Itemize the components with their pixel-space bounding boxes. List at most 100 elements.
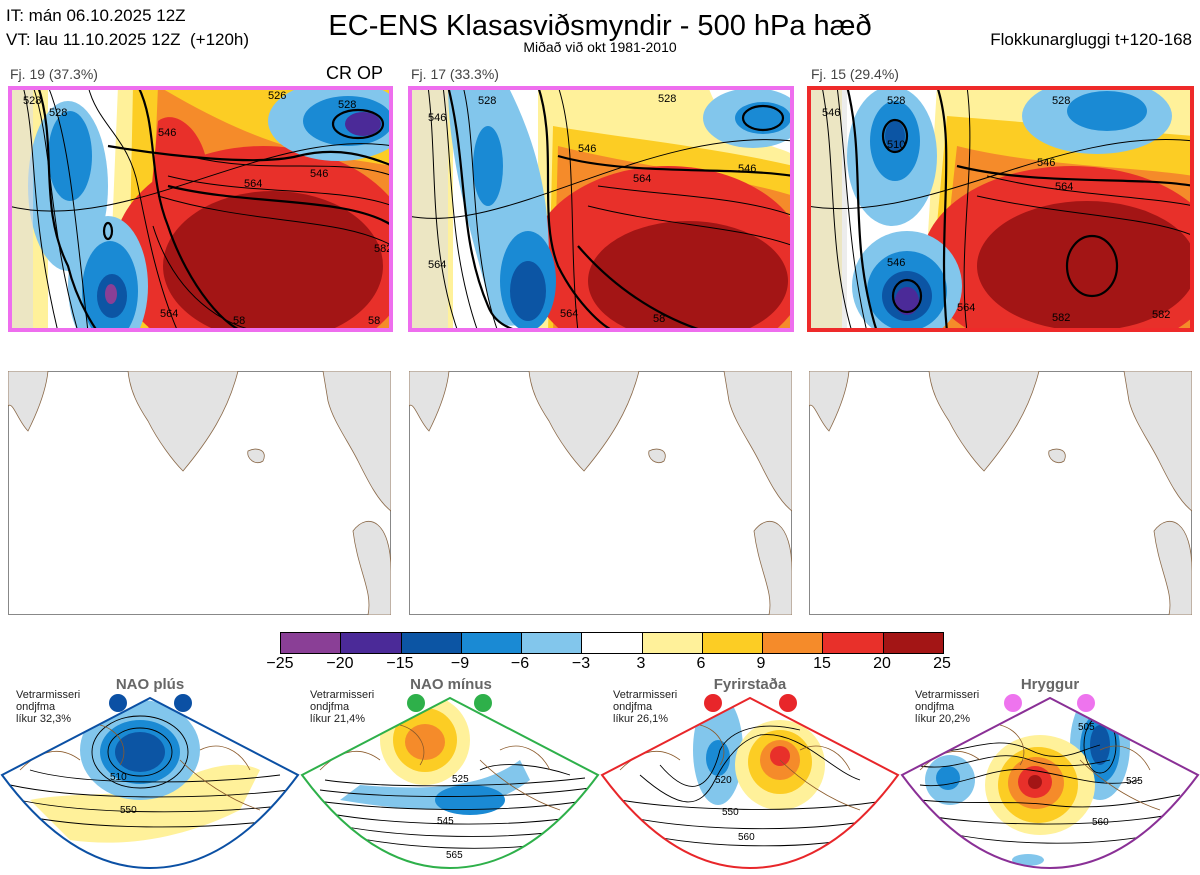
contour-label: 546	[887, 257, 905, 269]
cluster-1-frame	[8, 86, 393, 332]
regime-3-dot-1	[704, 694, 722, 712]
valid-time: VT: lau 11.10.2025 12Z (+120h)	[6, 30, 250, 49]
contour-label: 545	[437, 816, 454, 827]
blank-map-1	[7, 370, 392, 620]
regime-3-frame	[600, 696, 900, 870]
cluster-3-label: Fj. 15 (29.4%)	[811, 66, 899, 82]
colorbar-swatch	[882, 633, 943, 653]
cluster-3-map: 546 528 528 510 546 564 546 564 582 582	[807, 86, 1194, 332]
regime-1-title: NAO plús	[115, 676, 185, 693]
colorbar-swatch	[822, 633, 883, 653]
regime-1-frame	[0, 696, 300, 870]
regime-4-dot-2	[1077, 694, 1095, 712]
contour-label: 528	[887, 95, 905, 107]
colorbar-tick: −3	[571, 655, 591, 672]
cluster-2-map: 546 528 528 546 564 564 546 564 58	[408, 86, 794, 332]
regime-2-dot-2	[474, 694, 492, 712]
colorbar-swatch	[340, 633, 401, 653]
contour-label: 582	[1052, 312, 1070, 324]
cluster-1-op-label: CR OP	[326, 63, 384, 83]
colorbar-tick: 3	[636, 655, 646, 672]
colorbar-tick: 9	[756, 655, 766, 672]
colorbar-tick: 6	[696, 655, 706, 672]
contour-label: 528	[23, 95, 41, 107]
contour-label: 58	[653, 313, 665, 325]
colorbar-tick: −25	[266, 655, 294, 672]
regime-1-dot-1	[109, 694, 127, 712]
contour-label: 546	[158, 127, 176, 139]
colorbar-swatch	[641, 633, 702, 653]
contour-label: 564	[428, 259, 446, 271]
contour-label: 546	[578, 143, 596, 155]
contour-label: 564	[1055, 181, 1073, 193]
contour-label: 520	[715, 775, 732, 786]
contour-label: 58	[233, 315, 245, 327]
regime-4-caption: Vetrarmisseri ondjfma líkur 20,2%	[915, 689, 980, 725]
contour-label: 560	[1092, 817, 1109, 828]
colorbar-swatch	[762, 633, 823, 653]
contour-label: 528	[338, 99, 356, 111]
page-subtitle: Miðað við okt 1981-2010	[523, 39, 677, 55]
regime-1-dot-2	[174, 694, 192, 712]
colorbar-tick: 25	[933, 655, 951, 672]
blank-map-3	[808, 370, 1193, 620]
regime-2-caption: Vetrarmisseri ondjfma líkur 21,4%	[310, 689, 375, 725]
regime-2-map: 525 545 565	[300, 690, 600, 875]
contour-label: 505	[1078, 722, 1095, 733]
contour-label: 564	[160, 308, 178, 320]
contour-label: 546	[1037, 157, 1055, 169]
contour-label: 560	[738, 832, 755, 843]
regime-3-caption: Vetrarmisseri ondjfma líkur 26,1%	[613, 689, 678, 725]
contour-label: 528	[49, 107, 67, 119]
regime-2-frame	[300, 696, 600, 870]
blank-map-2	[408, 370, 793, 620]
regime-3-dot-2	[779, 694, 797, 712]
colorbar-swatch	[400, 633, 461, 653]
regime-4-map: 505 535 560	[900, 690, 1200, 875]
regime-1-map: 510 550	[0, 690, 300, 875]
regime-1-caption: Vetrarmisseri ondjfma líkur 32,3%	[16, 689, 81, 725]
cluster-2-frame	[408, 86, 794, 332]
colorbar-tick: 15	[813, 655, 831, 672]
colorbar	[280, 632, 944, 654]
contour-label: 582	[374, 243, 392, 255]
colorbar-swatch	[701, 633, 763, 653]
cluster-1-map: 526 528 546 564 546 528 564 582 58 58 52…	[8, 86, 393, 332]
colorbar-tick: −6	[510, 655, 530, 672]
regime-4-frame	[900, 696, 1200, 870]
cluster-1-label: Fj. 19 (37.3%)	[10, 66, 98, 82]
cluster-window: Flokkunargluggi t+120-168	[990, 30, 1192, 49]
contour-label: 546	[428, 112, 446, 124]
contour-label: 564	[560, 308, 578, 320]
contour-label: 58	[368, 315, 380, 327]
contour-label: 528	[658, 93, 676, 105]
regime-4-dot-1	[1004, 694, 1022, 712]
contour-label: 546	[738, 163, 756, 175]
regime-3-title: Fyrirstaða	[713, 676, 787, 693]
contour-label: 528	[1052, 95, 1070, 107]
colorbar-tick: 20	[873, 655, 891, 672]
contour-label: 528	[478, 95, 496, 107]
regime-2-title: NAO mínus	[410, 676, 492, 693]
regime-4-title: Hryggur	[1020, 676, 1080, 693]
contour-label: 526	[268, 90, 286, 102]
header-dates: IT: mán 06.10.2025 12Z VT: lau 11.10.2025…	[6, 4, 249, 52]
colorbar-swatch	[281, 633, 341, 653]
contour-label: 525	[452, 774, 469, 785]
colorbar-tick: −20	[326, 655, 354, 672]
contour-label: 564	[633, 173, 651, 185]
cluster-3-frame	[807, 86, 1194, 332]
contour-label: 550	[722, 807, 739, 818]
contour-label: 546	[310, 168, 328, 180]
colorbar-swatch	[581, 633, 642, 653]
initial-time: IT: mán 06.10.2025 12Z	[6, 6, 186, 25]
contour-label: 535	[1126, 776, 1143, 787]
regime-2-dot-1	[407, 694, 425, 712]
colorbar-tick: −9	[450, 655, 470, 672]
contour-label: 510	[887, 139, 905, 151]
contour-label: 564	[244, 178, 262, 190]
contour-label: 510	[110, 772, 127, 783]
page-title: EC-ENS Klasasviðsmyndir - 500 hPa hæð	[328, 10, 872, 42]
contour-label: 546	[822, 107, 840, 119]
colorbar-tick: −15	[386, 655, 414, 672]
